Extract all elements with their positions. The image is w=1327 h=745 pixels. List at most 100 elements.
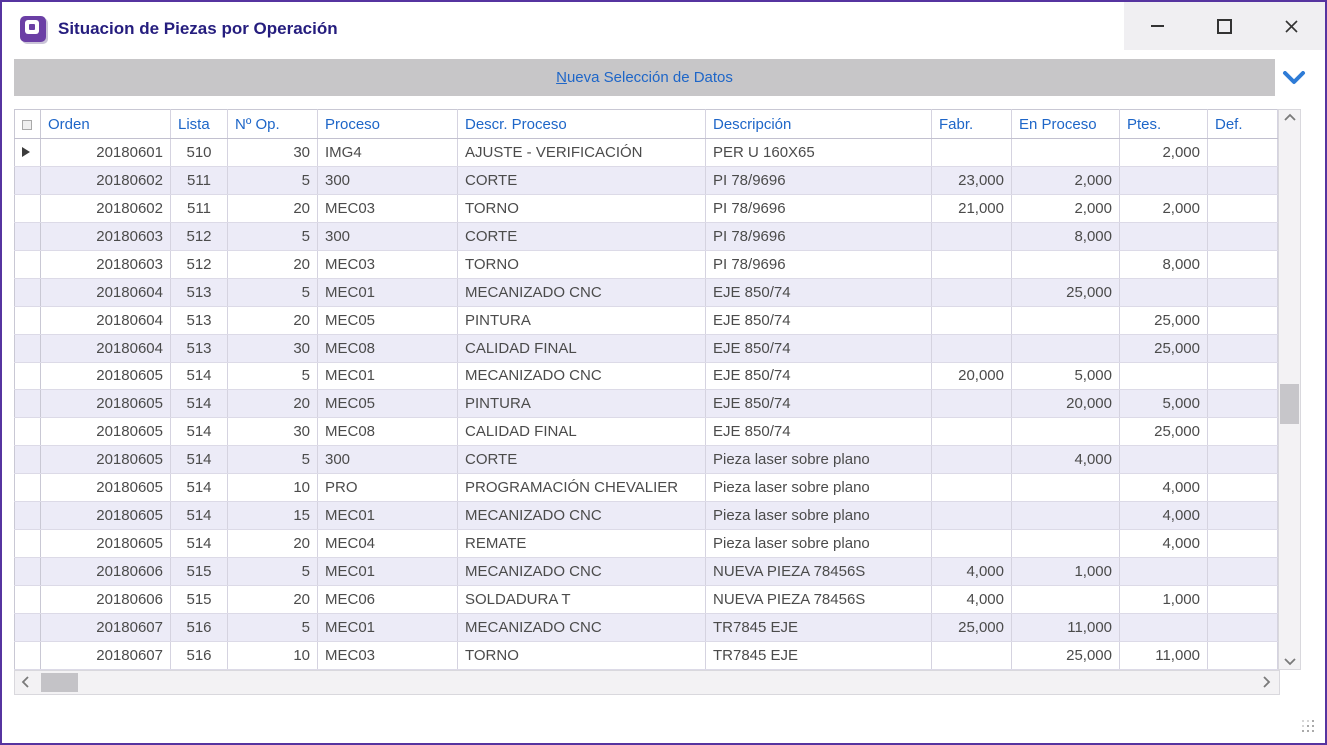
cell[interactable]: 25,000	[1119, 306, 1208, 335]
cell[interactable]	[1207, 334, 1278, 363]
cell[interactable]: MEC01	[317, 362, 458, 391]
cell[interactable]: Pieza laser sobre plano	[705, 501, 932, 531]
cell[interactable]	[1207, 194, 1278, 223]
new-selection-button[interactable]: Nueva Selección de Datos	[14, 59, 1275, 96]
cell[interactable]: EJE 850/74	[705, 278, 932, 307]
row-selector-cell[interactable]	[14, 250, 41, 279]
cell[interactable]	[931, 417, 1012, 447]
cell[interactable]: 15	[227, 501, 318, 531]
cell[interactable]: 1,000	[1119, 585, 1208, 614]
cell[interactable]: PI 78/9696	[705, 194, 932, 223]
cell[interactable]: 25,000	[1011, 278, 1120, 307]
cell[interactable]: 2,000	[1011, 194, 1120, 223]
cell[interactable]: 5	[227, 278, 318, 307]
row-selector-cell[interactable]	[14, 529, 41, 559]
cell[interactable]: AJUSTE - VERIFICACIÓN	[457, 138, 706, 167]
cell[interactable]: PER U 160X65	[705, 138, 932, 167]
cell[interactable]: 512	[170, 250, 228, 279]
cell[interactable]: 516	[170, 613, 228, 642]
cell[interactable]: 20180603	[40, 222, 171, 251]
row-selector-cell[interactable]	[14, 613, 41, 642]
cell[interactable]: 514	[170, 362, 228, 391]
column-header-1[interactable]: Lista	[170, 109, 228, 139]
cell[interactable]: 11,000	[1011, 613, 1120, 642]
cell[interactable]: 515	[170, 585, 228, 614]
cell[interactable]: MECANIZADO CNC	[457, 501, 706, 531]
cell[interactable]	[1207, 166, 1278, 195]
cell[interactable]	[1207, 250, 1278, 279]
cell[interactable]	[1011, 138, 1120, 167]
column-header-0[interactable]: Orden	[40, 109, 171, 139]
cell[interactable]: Pieza laser sobre plano	[705, 445, 932, 475]
cell[interactable]	[1207, 445, 1278, 475]
cell[interactable]	[931, 222, 1012, 251]
row-selector-cell[interactable]	[14, 417, 41, 447]
cell[interactable]: 20	[227, 306, 318, 335]
cell[interactable]: 10	[227, 473, 318, 503]
horizontal-scroll-thumb[interactable]	[41, 673, 78, 692]
cell[interactable]: REMATE	[457, 529, 706, 559]
cell[interactable]	[931, 306, 1012, 335]
cell[interactable]: 20180605	[40, 473, 171, 503]
cell[interactable]: MEC01	[317, 278, 458, 307]
cell[interactable]: 4,000	[1119, 501, 1208, 531]
cell[interactable]: 11,000	[1119, 641, 1208, 671]
cell[interactable]: 2,000	[1119, 138, 1208, 167]
cell[interactable]: MEC05	[317, 389, 458, 419]
cell[interactable]: 300	[317, 166, 458, 195]
cell[interactable]: 25,000	[931, 613, 1012, 642]
cell[interactable]: 514	[170, 445, 228, 475]
cell[interactable]: 20	[227, 250, 318, 279]
maximize-button[interactable]	[1191, 2, 1258, 50]
cell[interactable]: MEC01	[317, 501, 458, 531]
cell[interactable]	[1207, 222, 1278, 251]
scroll-right-button[interactable]	[1263, 675, 1271, 693]
column-header-6[interactable]: Fabr.	[931, 109, 1012, 139]
cell[interactable]	[931, 334, 1012, 363]
column-header-8[interactable]: Ptes.	[1119, 109, 1208, 139]
close-button[interactable]	[1258, 2, 1325, 50]
cell[interactable]: PINTURA	[457, 306, 706, 335]
cell[interactable]: 5	[227, 445, 318, 475]
cell[interactable]: 20180607	[40, 641, 171, 671]
horizontal-scrollbar[interactable]	[14, 670, 1280, 695]
cell[interactable]: TR7845 EJE	[705, 613, 932, 642]
column-header-5[interactable]: Descripción	[705, 109, 932, 139]
cell[interactable]	[1207, 138, 1278, 167]
cell[interactable]: PINTURA	[457, 389, 706, 419]
cell[interactable]: EJE 850/74	[705, 362, 932, 391]
scroll-up-button[interactable]	[1279, 113, 1300, 121]
row-selector-cell[interactable]	[14, 334, 41, 363]
cell[interactable]	[1011, 529, 1120, 559]
cell[interactable]	[1011, 501, 1120, 531]
cell[interactable]: 20180605	[40, 501, 171, 531]
cell[interactable]: MEC03	[317, 641, 458, 671]
cell[interactable]: 300	[317, 222, 458, 251]
cell[interactable]	[1011, 306, 1120, 335]
cell[interactable]	[1011, 417, 1120, 447]
cell[interactable]: 20180606	[40, 557, 171, 586]
cell[interactable]: TORNO	[457, 194, 706, 223]
cell[interactable]	[1011, 473, 1120, 503]
scroll-down-button[interactable]	[1279, 658, 1300, 666]
cell[interactable]: 20	[227, 194, 318, 223]
cell[interactable]: CALIDAD FINAL	[457, 417, 706, 447]
cell[interactable]: 8,000	[1119, 250, 1208, 279]
cell[interactable]	[1207, 306, 1278, 335]
cell[interactable]	[1207, 557, 1278, 586]
cell[interactable]: 30	[227, 417, 318, 447]
cell[interactable]: PI 78/9696	[705, 166, 932, 195]
row-selector-cell[interactable]	[14, 641, 41, 671]
cell[interactable]: NUEVA PIEZA 78456S	[705, 585, 932, 614]
cell[interactable]: 20	[227, 585, 318, 614]
cell[interactable]: TR7845 EJE	[705, 641, 932, 671]
cell[interactable]: 10	[227, 641, 318, 671]
cell[interactable]	[1207, 389, 1278, 419]
cell[interactable]: 20180607	[40, 613, 171, 642]
vertical-scroll-thumb[interactable]	[1280, 383, 1299, 424]
cell[interactable]: 20180605	[40, 529, 171, 559]
cell[interactable]: 20	[227, 389, 318, 419]
cell[interactable]: 20	[227, 529, 318, 559]
cell[interactable]	[931, 529, 1012, 559]
cell[interactable]: 516	[170, 641, 228, 671]
